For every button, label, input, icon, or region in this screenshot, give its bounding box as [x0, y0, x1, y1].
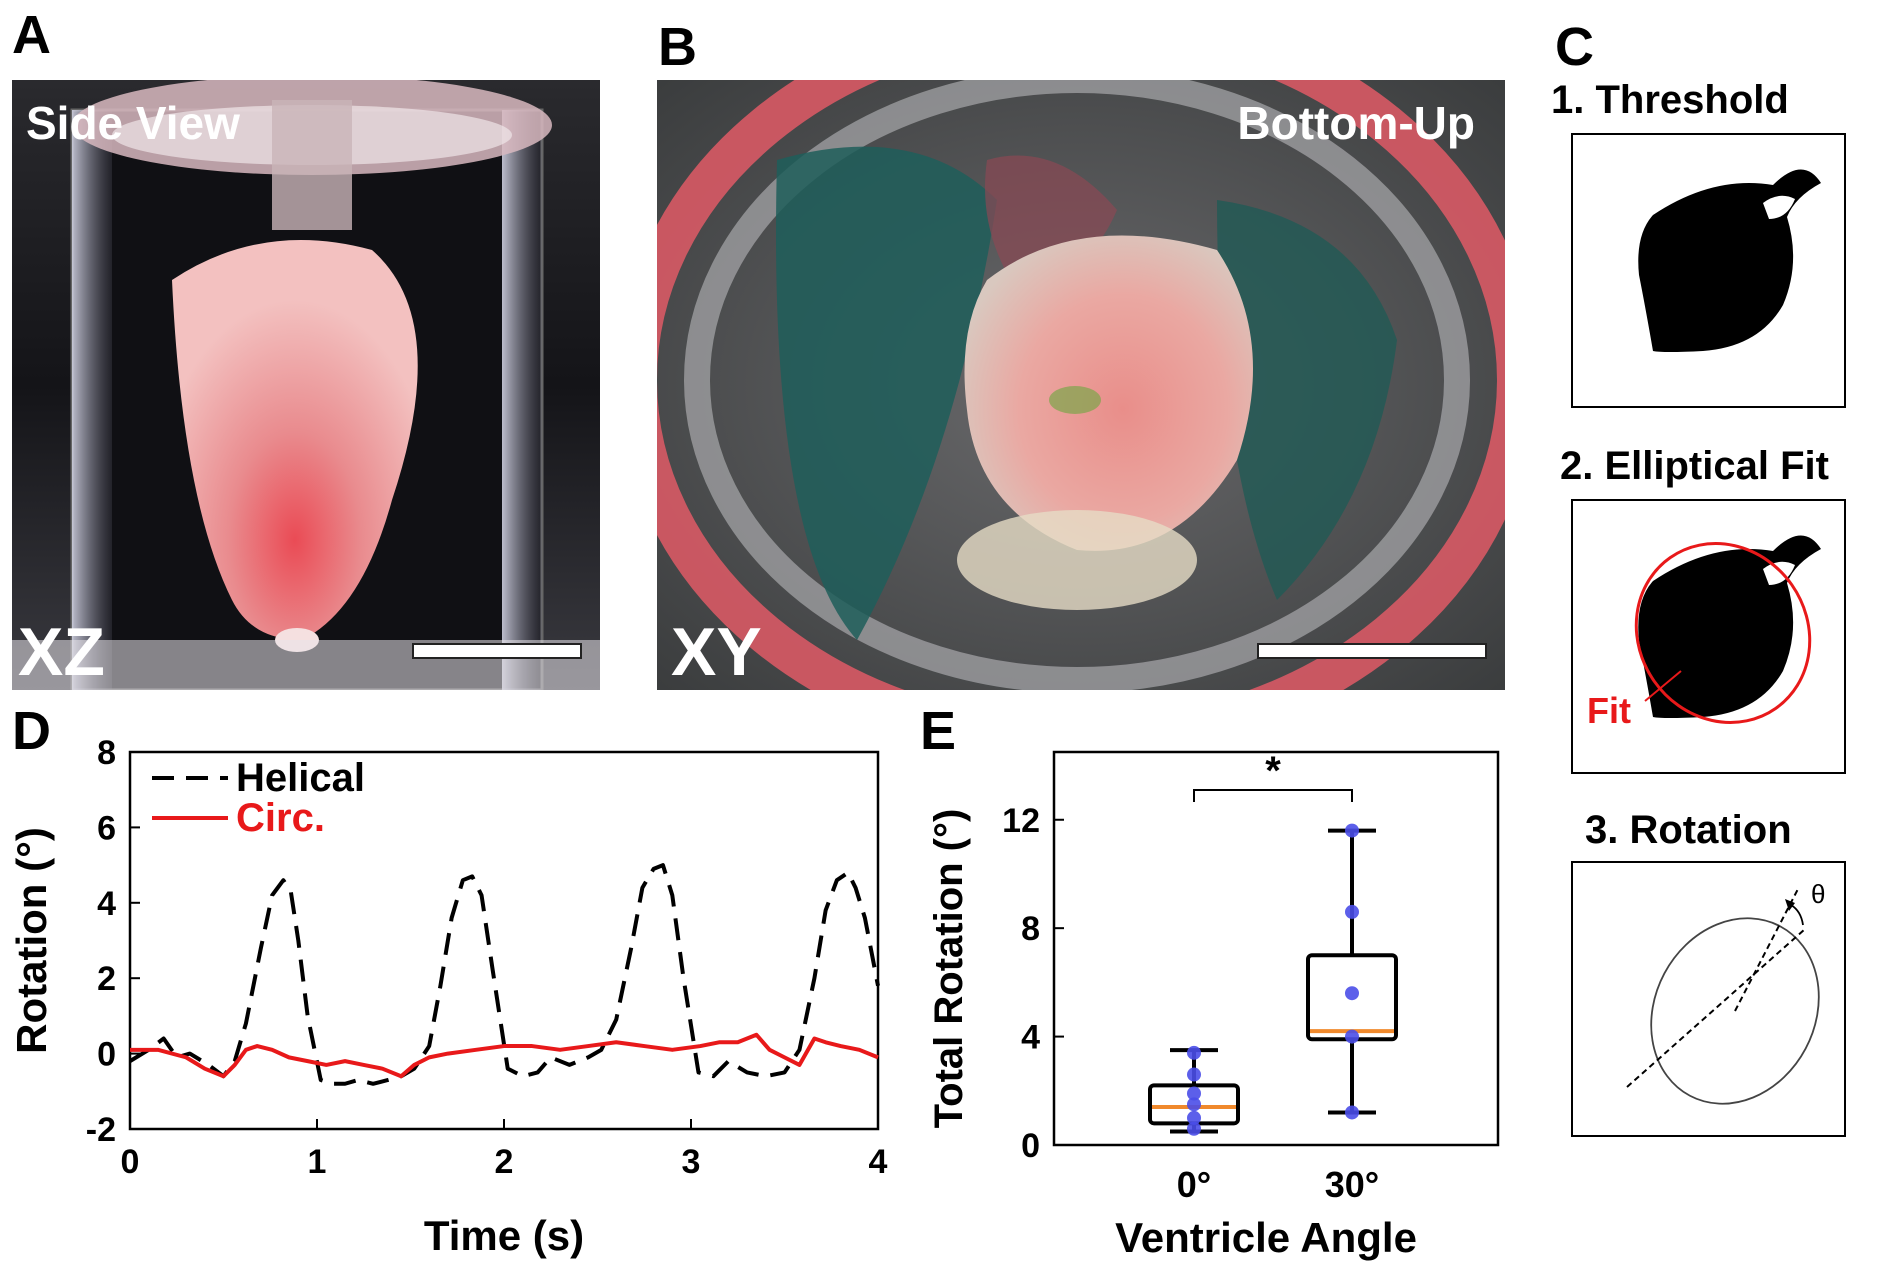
bottom-up-image: [657, 80, 1505, 690]
x-axis-label: Ventricle Angle: [1115, 1214, 1417, 1261]
data-point: [1345, 904, 1359, 919]
total-rotation-box-chart: 0 4 8 12 0° 30° Ventricle Angle Total Rotation …: [927, 749, 1500, 1261]
significance-bracket: [1193, 789, 1353, 802]
y-tick-label: -2: [86, 1111, 116, 1149]
fit-ellipse: [1634, 542, 1812, 724]
fit-label: Fit: [1587, 690, 1631, 731]
panel-letter-d: D: [12, 701, 51, 761]
x-category-label: 0°: [1177, 1164, 1211, 1205]
y-axis-label: Rotation (°): [8, 827, 55, 1054]
step-3-title: 3. Rotation: [1585, 808, 1792, 852]
step-1-title: 1. Threshold: [1551, 78, 1789, 122]
side-view-photo: Side View XZ: [12, 80, 600, 690]
data-point: [1187, 1067, 1201, 1082]
theta-label: θ: [1811, 879, 1825, 909]
x-category-label: 30°: [1325, 1164, 1379, 1205]
scale-bar-a: [412, 643, 582, 659]
x-axis-label: Time (s): [424, 1212, 584, 1259]
y-tick-label: 4: [1021, 1019, 1040, 1057]
y-tick-label: 8: [97, 740, 116, 772]
side-view-label: Side View: [26, 97, 240, 149]
x-tick-label: 0: [121, 1143, 140, 1181]
panel-letter-a: A: [12, 5, 51, 65]
data-point: [1187, 1110, 1201, 1125]
series-line-0: [128, 863, 880, 1086]
data-point: [1345, 986, 1359, 1001]
y-axis-label: Total Rotation (°): [927, 809, 971, 1129]
x-tick-label: 1: [308, 1143, 327, 1181]
data-point: [1187, 1086, 1201, 1101]
panel-letter-e: E: [920, 701, 957, 761]
y-tick-label: 0: [1021, 1127, 1040, 1165]
step-2-title: 2. Elliptical Fit: [1560, 444, 1829, 488]
data-point: [1187, 1045, 1201, 1060]
data-point: [1345, 823, 1359, 838]
elliptical-fit-box: Fit: [1571, 499, 1846, 774]
series-line-1: [130, 1032, 879, 1079]
data-point: [1187, 1097, 1201, 1112]
panel-letter-c: C: [1555, 17, 1594, 77]
bottom-up-label: Bottom-Up: [1237, 97, 1475, 149]
bottom-up-photo: Bottom-Up XY: [657, 80, 1505, 690]
legend-label-1: Circ.: [236, 796, 325, 840]
data-point: [1345, 1105, 1359, 1120]
y-tick-label: 4: [97, 885, 116, 923]
rotation-diagram: θ: [1626, 879, 1825, 1105]
x-tick-label: 2: [495, 1143, 514, 1181]
rotation-box: θ: [1571, 861, 1846, 1137]
threshold-box: [1571, 133, 1846, 408]
y-tick-label: 12: [1002, 802, 1040, 840]
xy-plane-label: XY: [671, 614, 762, 690]
y-tick-label: 6: [97, 809, 116, 847]
side-view-image: [12, 80, 600, 690]
data-point: [1187, 1121, 1201, 1136]
y-tick-label: 0: [97, 1036, 116, 1074]
x-tick-label: 3: [682, 1143, 701, 1181]
y-tick-label: 8: [1021, 910, 1040, 948]
elliptical-fit-graphic: Fit: [1587, 535, 1821, 731]
scale-bar-b: [1257, 643, 1487, 659]
plot-frame: [1052, 750, 1500, 1147]
significance-star: *: [1265, 749, 1281, 793]
fit-pointer-line: [1644, 670, 1682, 702]
x-tick-label: 4: [869, 1143, 888, 1181]
y-tick-label: 2: [97, 960, 116, 998]
xz-plane-label: XZ: [18, 614, 105, 690]
legend-label-0: Helical: [236, 756, 365, 800]
data-point: [1345, 1029, 1359, 1044]
threshold-blob: [1638, 169, 1821, 352]
panel-letter-b: B: [658, 17, 697, 77]
